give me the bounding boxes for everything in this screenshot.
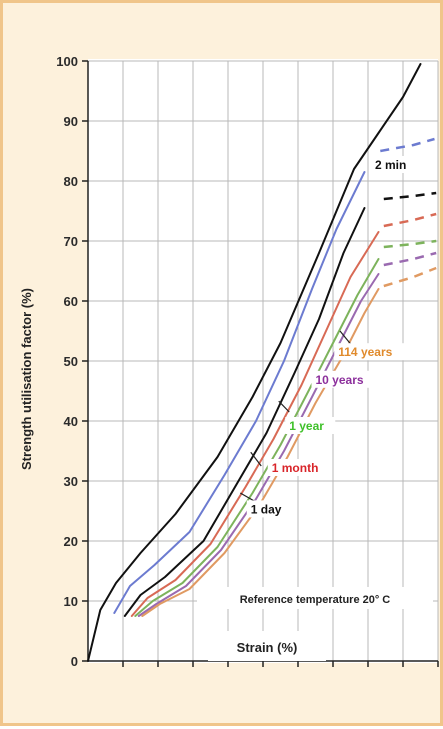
grid (88, 60, 439, 662)
y-tick-label: 100 (56, 54, 78, 69)
series-label-bg (246, 500, 290, 518)
y-tick-label: 70 (64, 234, 78, 249)
series-line-4 (134, 258, 380, 617)
series-line-2 (123, 207, 366, 617)
series-line-0 (87, 63, 422, 662)
y-tick-label: 30 (64, 474, 78, 489)
y-tick-label: 50 (64, 354, 78, 369)
y-tick-label: 60 (64, 294, 78, 309)
y-axis-title: Strength utilisation factor (%) (19, 288, 34, 470)
y-tick-label: 0 (71, 654, 78, 669)
series-labels: 2 min 114 years 10 years 1 year 1 month 1 day (239, 156, 414, 518)
label-pointer (250, 451, 262, 467)
series-label: 114 years (338, 345, 392, 359)
y-tick-label: 80 (64, 174, 78, 189)
series-label: 1 year (289, 419, 324, 433)
series-label: 10 years (316, 373, 364, 387)
axes: 0 10 20 30 40 50 60 70 80 90 100 (56, 54, 439, 669)
note-box (197, 587, 433, 609)
series-label: 2 min (375, 158, 406, 172)
xlabel-box (208, 631, 326, 661)
x-axis-title: Strain (%) (237, 640, 298, 655)
series-label: 1 day (251, 502, 282, 516)
y-tick-label: 40 (64, 414, 78, 429)
series-label-bg (371, 156, 414, 173)
series-label-bg (311, 370, 376, 388)
chart-canvas: 0 10 20 30 40 50 60 70 80 90 100 2 min 114 years 10 … (19, 54, 439, 669)
series-line-6 (141, 288, 380, 617)
y-tick-label: 90 (64, 114, 78, 129)
y-tick-label: 10 (64, 594, 78, 609)
label-pointer (278, 400, 290, 413)
series-label-bg (285, 417, 336, 434)
series-label: 1 month (272, 461, 319, 475)
series-line-1 (113, 171, 366, 614)
reference-temperature-note: Reference temperature 20° C (240, 594, 391, 606)
series-extension-1 (380, 137, 435, 153)
series-label-bg (334, 343, 406, 361)
series-label-bg (267, 459, 325, 476)
y-tick-label: 20 (64, 534, 78, 549)
